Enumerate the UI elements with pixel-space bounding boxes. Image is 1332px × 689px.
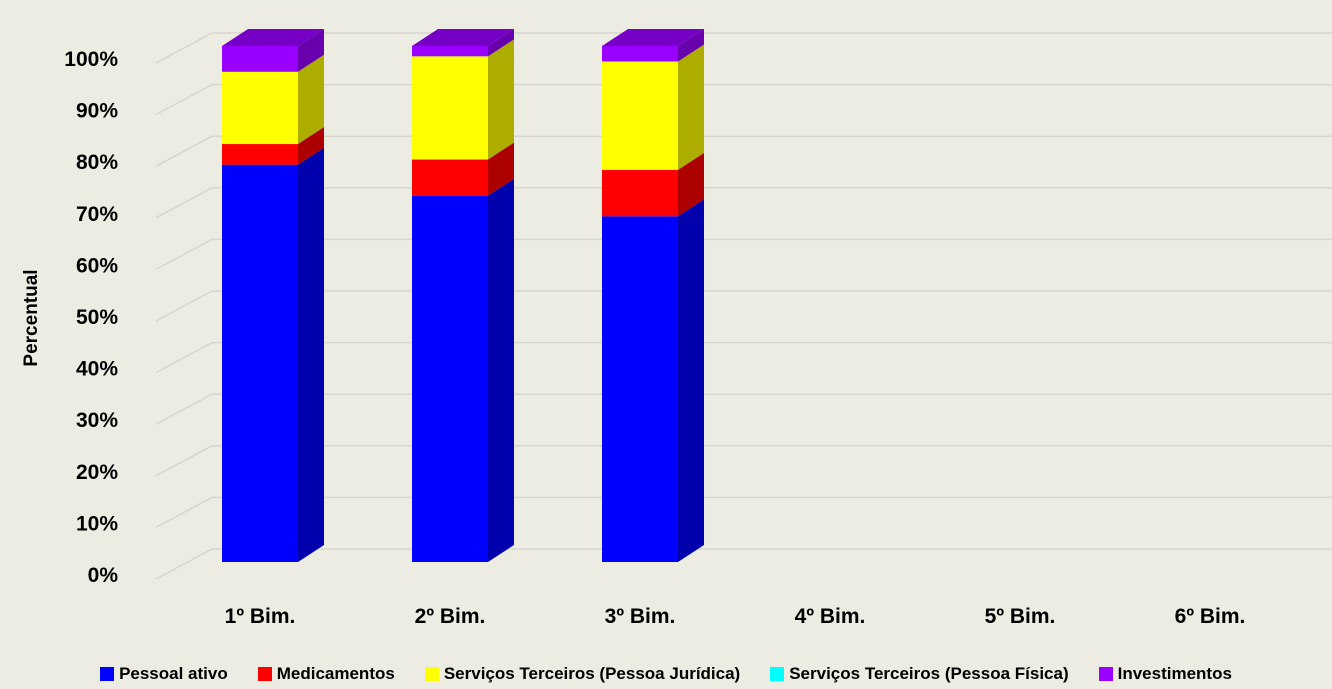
bar-segment — [222, 127, 324, 165]
bar-side — [678, 29, 704, 62]
gridline — [155, 290, 1332, 322]
y-axis-title: Percentual — [21, 269, 42, 366]
bar-face — [602, 46, 678, 62]
bar-face — [412, 159, 488, 196]
bar-segment — [602, 29, 704, 62]
bar-segment — [602, 152, 704, 217]
gridline — [155, 135, 1332, 167]
gridline — [155, 238, 1332, 271]
bar-top — [602, 29, 704, 46]
bar-stack — [602, 29, 704, 562]
bar-face — [602, 169, 678, 217]
legend-swatch — [100, 667, 115, 681]
bar-face — [412, 195, 488, 562]
bar-stack — [412, 29, 514, 562]
bar-segment — [412, 39, 514, 160]
gridline — [155, 32, 1332, 64]
legend-item: Medicamentos — [257, 664, 395, 684]
bar-side — [298, 54, 324, 145]
bar-stack — [222, 29, 324, 562]
y-tick-label: 60% — [76, 254, 118, 277]
bar-top — [222, 29, 324, 46]
gridline — [155, 548, 1332, 580]
bars — [222, 29, 704, 562]
legend-swatch — [1098, 667, 1113, 681]
y-tick-label: 20% — [76, 461, 118, 484]
bar-face — [602, 61, 678, 170]
bar-side — [678, 44, 704, 170]
x-category-label: 5º Bim. — [985, 605, 1056, 628]
legend-item: Serviços Terceiros (Pessoa Jurídica) — [424, 664, 741, 684]
y-axis-ticks: 0% 10% 20% 30% 40% 50% 60% 70% 80% 90% 100% — [64, 48, 118, 587]
bar-side — [298, 147, 324, 562]
bar-segment — [222, 147, 324, 562]
gridline — [155, 496, 1332, 529]
bar-segment — [602, 44, 704, 170]
x-category-label: 3º Bim. — [605, 605, 676, 628]
gridline — [155, 83, 1332, 116]
bar-segment — [222, 29, 324, 72]
y-tick-label: 0% — [88, 564, 119, 587]
legend-item: Pessoal ativo — [100, 664, 228, 684]
bar-side — [678, 152, 704, 217]
legend-label: Investimentos — [1117, 664, 1232, 683]
bar-segment — [412, 178, 514, 562]
bar-top — [412, 29, 514, 46]
bar-face — [222, 164, 298, 562]
y-tick-label: 70% — [76, 203, 118, 226]
legend-label: Medicamentos — [276, 664, 395, 683]
y-tick-label: 10% — [76, 512, 118, 535]
gridline — [155, 187, 1332, 219]
bar-side — [488, 142, 514, 196]
bar-face — [412, 56, 488, 160]
gridline — [155, 341, 1332, 374]
legend-label: Pessoal ativo — [119, 664, 228, 683]
bar-side — [678, 199, 704, 562]
bar-segment — [412, 29, 514, 57]
legend: Pessoal ativo Medicamentos Serviços Tercei… — [0, 662, 1332, 686]
bar-face — [222, 144, 298, 165]
gridline — [155, 393, 1332, 425]
y-tick-label: 100% — [64, 48, 118, 71]
gridlines — [155, 32, 1332, 580]
legend-swatch — [770, 667, 785, 681]
x-category-label: 1º Bim. — [225, 605, 296, 628]
legend-swatch — [424, 667, 439, 681]
bar-face — [222, 71, 298, 145]
legend-label: Serviços Terceiros (Pessoa Física) — [789, 664, 1069, 683]
bar-face — [602, 216, 678, 562]
bar-side — [298, 127, 324, 165]
y-tick-label: 50% — [76, 306, 118, 329]
x-category-label: 6º Bim. — [1175, 605, 1246, 628]
bar-face — [222, 46, 298, 72]
y-tick-label: 80% — [76, 151, 118, 174]
legend-item: Serviços Terceiros (Pessoa Física) — [770, 664, 1069, 684]
bar-segment — [412, 142, 514, 196]
gridline — [155, 445, 1332, 477]
bar-side — [488, 39, 514, 160]
legend-label: Serviços Terceiros (Pessoa Jurídica) — [443, 664, 741, 683]
legend-item: Investimentos — [1098, 664, 1232, 684]
bar-face — [412, 46, 488, 57]
legend-swatch — [257, 667, 272, 681]
x-category-label: 4º Bim. — [795, 605, 866, 628]
x-axis-categories: 1º Bim. 2º Bim. 3º Bim. 4º Bim. 5º Bim. 6º Bi… — [225, 605, 1246, 628]
bar-side — [298, 29, 324, 72]
y-tick-label: 40% — [76, 358, 118, 381]
bar-side — [488, 178, 514, 562]
bar-side — [488, 29, 514, 57]
y-tick-label: 30% — [76, 409, 118, 432]
bar-segment — [222, 54, 324, 145]
x-category-label: 2º Bim. — [415, 605, 486, 628]
y-tick-label: 90% — [76, 100, 118, 123]
bar-segment — [602, 199, 704, 562]
